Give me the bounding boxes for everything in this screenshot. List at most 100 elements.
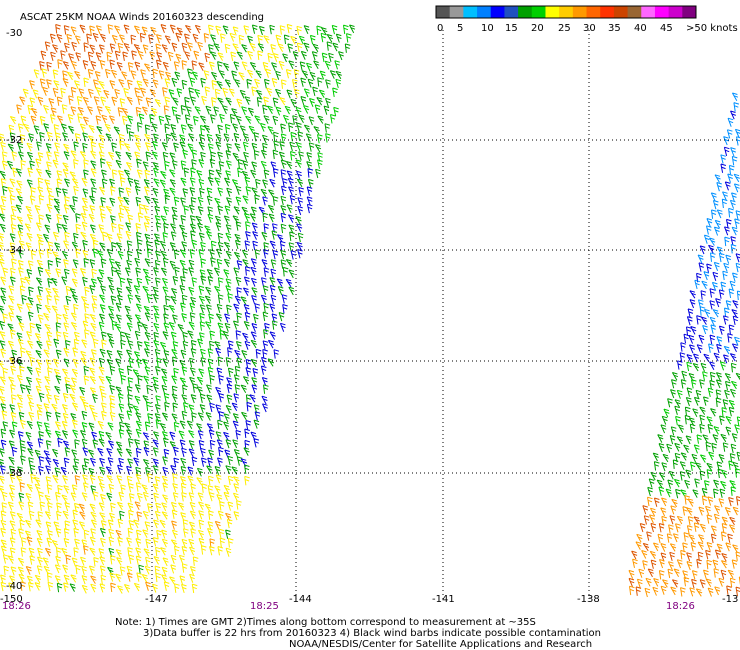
wind-barb [273,140,280,150]
wind-barb [34,582,41,591]
wind-barb [279,240,286,251]
wind-barb [43,349,50,358]
wind-barb [117,294,123,305]
wind-barb [2,367,9,378]
wind-barb [182,519,189,529]
wind-barb [61,494,68,504]
wind-barb [715,372,722,381]
wind-barb [261,259,268,268]
wind-barb [315,168,321,179]
wind-barb [21,537,27,547]
wind-barb [89,259,96,269]
wind-barb [156,34,162,44]
wind-barb [281,185,287,196]
colorbar-swatch [518,6,533,18]
wind-barb [54,242,61,252]
wind-barb [236,357,243,367]
wind-barb [119,177,126,187]
wind-barb [189,187,196,197]
wind-barb [672,533,679,543]
colorbar-swatch [668,6,683,18]
wind-barb [710,252,716,262]
wind-barb [289,231,295,241]
wind-barb [208,24,214,34]
wind-barb [9,404,16,414]
wind-barb [243,321,250,330]
wind-barb [725,254,731,264]
wind-barb [171,288,178,297]
wind-barb [133,519,140,529]
wind-barb [18,528,24,538]
wind-barb [263,329,269,339]
wind-barb [0,475,5,484]
wind-barb [56,178,63,188]
wind-barb [183,528,189,538]
wind-barb [144,312,151,322]
colorbar-label: 40 [634,23,647,34]
wind-barb [199,304,206,314]
wind-barb [161,529,167,539]
wind-barb [51,403,58,413]
wind-barb [17,431,24,441]
wind-barb [262,340,269,350]
lon-label: -13 [722,594,738,605]
wind-barb [695,389,702,400]
wind-barb [234,79,241,88]
wind-barb [179,377,187,386]
wind-barb [269,240,276,250]
wind-barb [29,80,35,90]
wind-barb [706,462,713,472]
wind-barb [46,537,53,547]
wind-barb [65,383,71,394]
wind-barb [292,115,298,125]
wind-barb [246,69,254,79]
wind-barb [183,402,189,412]
wind-barb [699,414,705,425]
wind-barb [30,250,37,260]
wind-barb [111,266,117,277]
wind-barb [697,541,704,551]
wind-barb [1,502,8,512]
wind-barb [145,97,152,107]
wind-barb [250,331,257,341]
wind-barb [128,509,134,520]
wind-barb [321,52,328,63]
wind-barb [73,141,79,151]
wind-barb [45,476,52,486]
wind-barb [712,559,719,569]
wind-barb [89,376,96,385]
wind-barb [324,123,331,133]
wind-barb [63,268,70,279]
wind-barb [296,142,302,152]
wind-barb [188,321,195,331]
wind-barb [152,79,159,89]
wind-barb [275,34,282,44]
wind-barb [311,51,318,61]
wind-barb [671,379,677,389]
wind-barb [18,411,25,422]
wind-barb [73,338,80,349]
wind-barb [208,61,215,71]
wind-barb [8,124,15,135]
wind-barb [116,287,123,297]
wind-barb [145,142,151,152]
wind-barb [205,286,212,296]
wind-barb [7,555,15,564]
wind-barb [100,96,106,106]
wind-barb [137,50,144,60]
wind-barb [635,586,642,596]
wind-barb [136,529,142,539]
wind-barb [49,33,56,43]
wind-barb [98,186,106,196]
wind-barb [254,303,261,313]
wind-barb [153,313,160,323]
wind-barb [74,475,81,485]
wind-barb [10,214,17,224]
wind-barb [154,510,161,521]
wind-barb [172,473,178,483]
wind-barb [710,324,717,334]
wind-barb [201,483,208,493]
wind-barb [290,151,296,161]
wind-barb [142,44,149,54]
wind-barb [636,578,643,588]
